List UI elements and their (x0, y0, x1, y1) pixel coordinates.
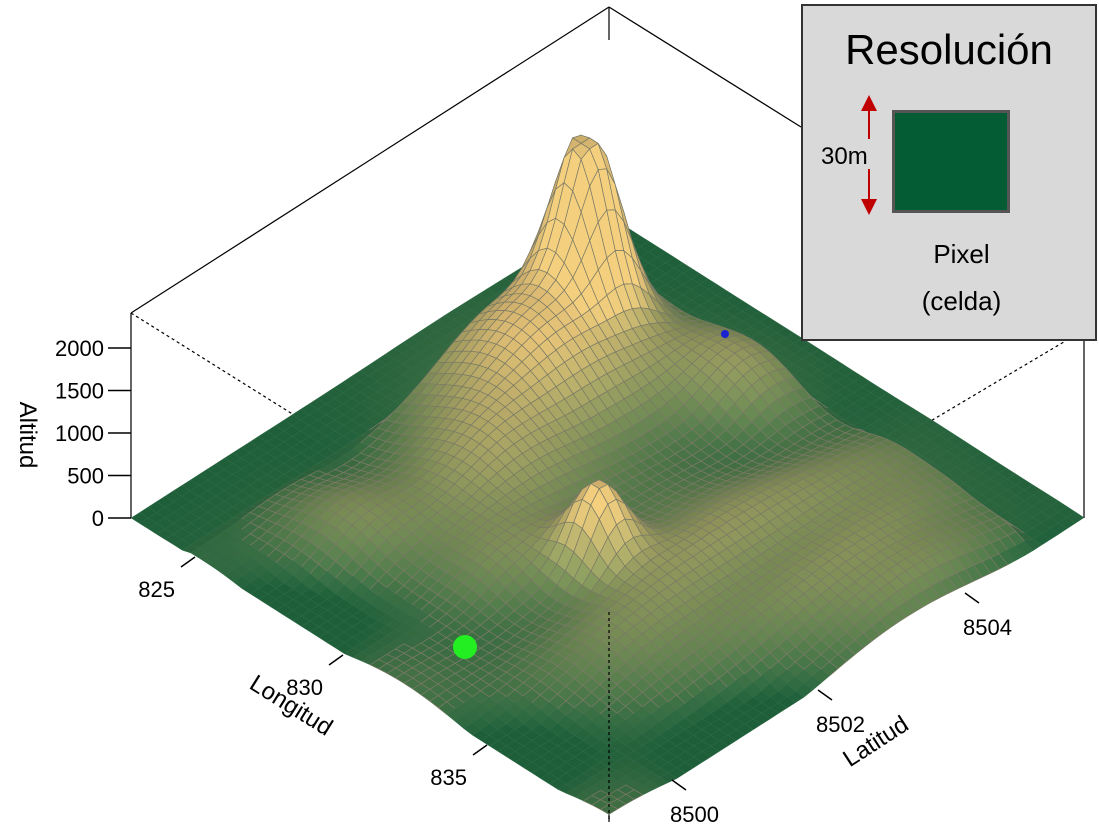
legend-pixel-label: Pixel (933, 239, 990, 269)
terrain-surface (130, 134, 1085, 815)
x-tick-mark (328, 654, 344, 666)
green-point (453, 635, 477, 659)
y-tick-label: 8500 (670, 802, 719, 826)
x-tick-mark (180, 556, 196, 568)
z-tick-label: 500 (67, 464, 104, 489)
z-tick-label: 2000 (55, 336, 104, 361)
surface-cell (599, 803, 619, 815)
y-tick-mark (964, 592, 980, 604)
legend-pixel-sub: (celda) (921, 286, 1002, 316)
pixel-swatch (892, 110, 1010, 213)
resolution-legend: Resolución 30m Pixel (celda) (801, 4, 1097, 341)
blue-point (721, 330, 729, 338)
y-tick-label: 8502 (816, 712, 865, 737)
x-tick-mark (472, 744, 488, 756)
y-tick-mark (817, 689, 833, 701)
legend-title: Resolución (845, 26, 1053, 73)
y-tick-label: 8504 (963, 615, 1012, 640)
x-tick-label: 835 (430, 765, 467, 790)
y-tick-mark (671, 779, 687, 791)
z-tick-label: 1500 (55, 379, 104, 404)
z-tick-label: 1000 (55, 421, 104, 446)
legend-size-label: 30m (821, 143, 868, 170)
z-axis-title: Altitud (14, 402, 41, 469)
size-arrow-icon (861, 95, 877, 215)
z-tick-label: 0 (92, 506, 104, 531)
x-tick-label: 830 (286, 675, 323, 700)
x-tick-label: 825 (138, 577, 175, 602)
